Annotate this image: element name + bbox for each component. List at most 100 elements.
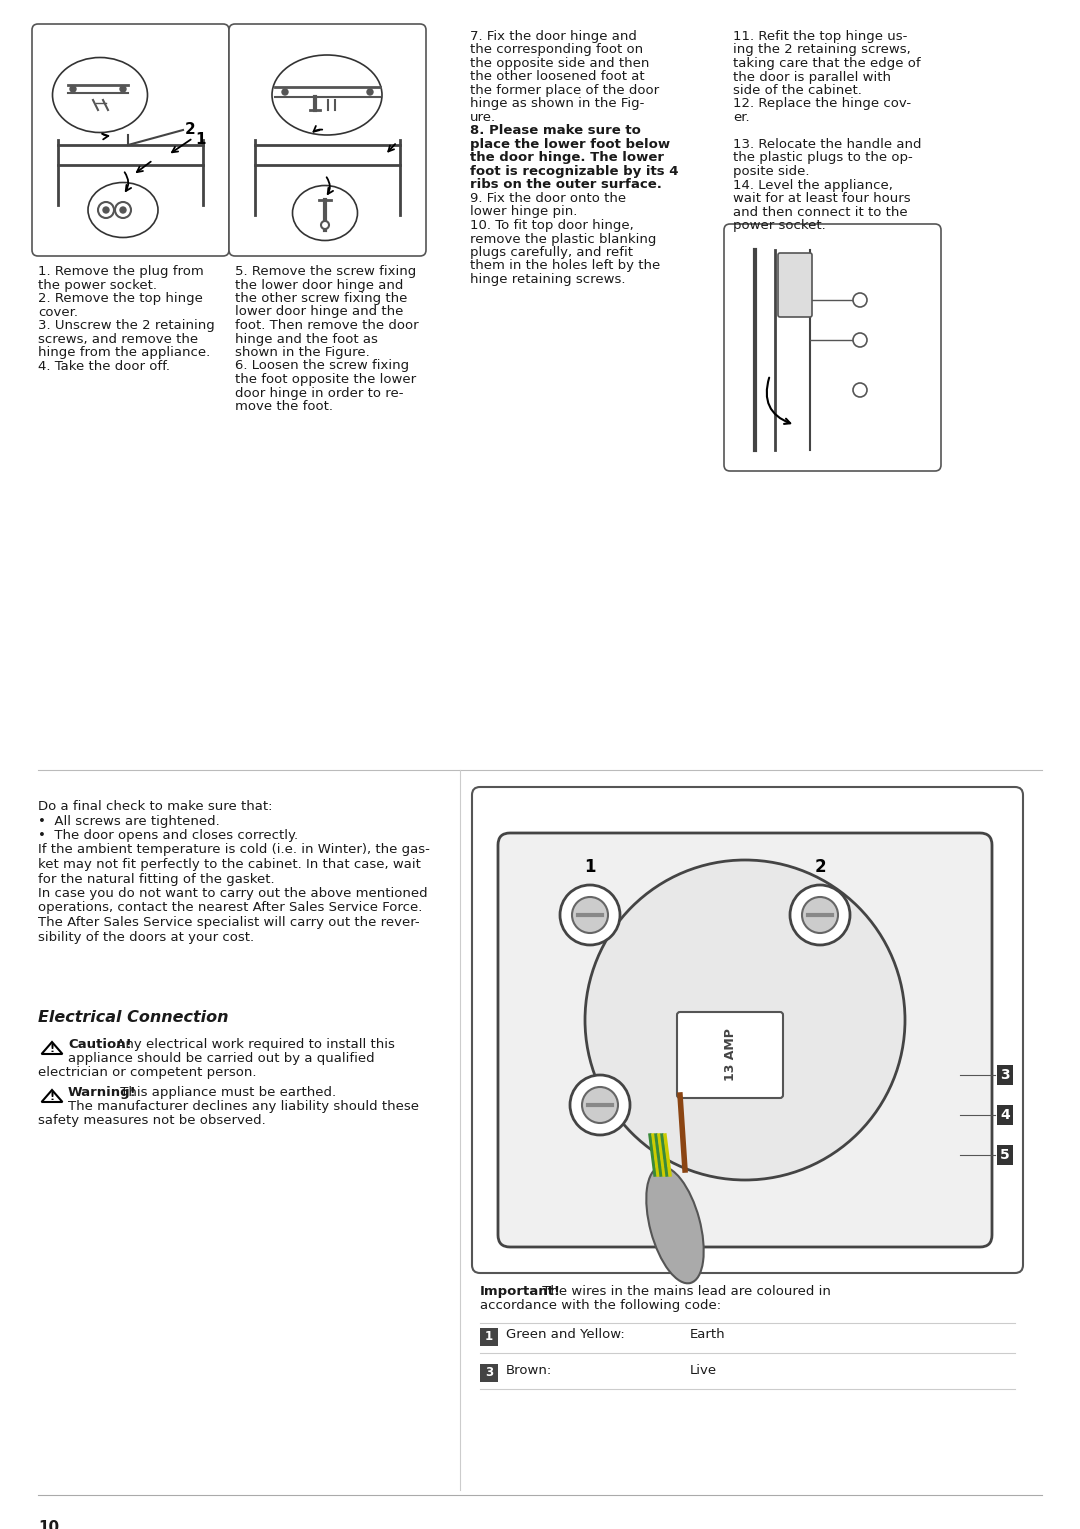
Text: the power socket.: the power socket. xyxy=(38,278,157,292)
FancyBboxPatch shape xyxy=(472,787,1023,1274)
Text: wait for at least four hours: wait for at least four hours xyxy=(733,193,910,205)
FancyBboxPatch shape xyxy=(480,1364,498,1382)
Text: !: ! xyxy=(50,1044,55,1053)
Text: the foot opposite the lower: the foot opposite the lower xyxy=(235,373,416,385)
Text: 6. Loosen the screw fixing: 6. Loosen the screw fixing xyxy=(235,359,409,373)
Text: lower door hinge and the: lower door hinge and the xyxy=(235,306,403,318)
Text: posite side.: posite side. xyxy=(733,165,810,177)
Text: move the foot.: move the foot. xyxy=(235,401,333,413)
Text: 5. Remove the screw fixing: 5. Remove the screw fixing xyxy=(235,265,416,278)
Text: foot is recognizable by its 4: foot is recognizable by its 4 xyxy=(470,165,678,177)
Circle shape xyxy=(70,86,76,92)
Text: •  All screws are tightened.: • All screws are tightened. xyxy=(38,815,219,827)
Text: place the lower foot below: place the lower foot below xyxy=(470,138,670,151)
Circle shape xyxy=(98,202,114,219)
Text: Do a final check to make sure that:: Do a final check to make sure that: xyxy=(38,800,272,813)
Text: accordance with the following code:: accordance with the following code: xyxy=(480,1300,721,1312)
Text: the door is parallel with: the door is parallel with xyxy=(733,70,891,84)
Text: 1: 1 xyxy=(584,858,596,876)
Text: The After Sales Service specialist will carry out the rever-: The After Sales Service specialist will … xyxy=(38,916,420,930)
Text: 7. Fix the door hinge and: 7. Fix the door hinge and xyxy=(470,31,637,43)
Text: Electrical Connection: Electrical Connection xyxy=(38,1011,229,1024)
Circle shape xyxy=(570,1075,630,1135)
Text: 2: 2 xyxy=(185,122,195,138)
Ellipse shape xyxy=(87,182,158,237)
Text: the door hinge. The lower: the door hinge. The lower xyxy=(470,151,664,165)
Text: screws, and remove the: screws, and remove the xyxy=(38,332,198,346)
Text: ket may not fit perfectly to the cabinet. In that case, wait: ket may not fit perfectly to the cabinet… xyxy=(38,858,421,872)
FancyBboxPatch shape xyxy=(229,24,426,255)
Circle shape xyxy=(114,202,131,219)
Text: Green and Yellow:: Green and Yellow: xyxy=(507,1329,624,1341)
Text: 9. Fix the door onto the: 9. Fix the door onto the xyxy=(470,193,626,205)
Text: the plastic plugs to the op-: the plastic plugs to the op- xyxy=(733,151,913,165)
Text: the other loosened foot at: the other loosened foot at xyxy=(470,70,645,84)
Text: 11. Refit the top hinge us-: 11. Refit the top hinge us- xyxy=(733,31,907,43)
Text: shown in the Figure.: shown in the Figure. xyxy=(235,346,369,359)
Ellipse shape xyxy=(293,185,357,240)
Circle shape xyxy=(103,206,109,213)
FancyBboxPatch shape xyxy=(724,225,941,471)
Circle shape xyxy=(561,885,620,945)
Circle shape xyxy=(853,382,867,398)
Text: 2: 2 xyxy=(814,858,826,876)
Text: the lower door hinge and: the lower door hinge and xyxy=(235,278,403,292)
Text: 3. Unscrew the 2 retaining: 3. Unscrew the 2 retaining xyxy=(38,320,215,332)
Text: 10. To fit top door hinge,: 10. To fit top door hinge, xyxy=(470,219,634,232)
Text: •  The door opens and closes correctly.: • The door opens and closes correctly. xyxy=(38,829,298,842)
Text: !: ! xyxy=(50,1092,55,1101)
Text: Earth: Earth xyxy=(690,1329,726,1341)
Text: The wires in the mains lead are coloured in: The wires in the mains lead are coloured… xyxy=(538,1284,831,1298)
Text: foot. Then remove the door: foot. Then remove the door xyxy=(235,320,419,332)
Text: If the ambient temperature is cold (i.e. in Winter), the gas-: If the ambient temperature is cold (i.e.… xyxy=(38,844,430,856)
Text: the opposite side and then: the opposite side and then xyxy=(470,57,649,70)
Text: 5: 5 xyxy=(1000,1148,1010,1162)
Text: 1: 1 xyxy=(195,133,206,147)
Circle shape xyxy=(321,222,329,229)
FancyBboxPatch shape xyxy=(778,252,812,317)
Text: hinge retaining screws.: hinge retaining screws. xyxy=(470,274,625,286)
Text: remove the plastic blanking: remove the plastic blanking xyxy=(470,232,657,246)
Text: Live: Live xyxy=(690,1364,717,1378)
Circle shape xyxy=(853,333,867,347)
Text: side of the cabinet.: side of the cabinet. xyxy=(733,84,862,96)
Text: ribs on the outer surface.: ribs on the outer surface. xyxy=(470,179,662,191)
Text: electrician or competent person.: electrician or competent person. xyxy=(38,1066,257,1079)
Circle shape xyxy=(367,89,373,95)
Text: 4. Take the door off.: 4. Take the door off. xyxy=(38,359,170,373)
Text: 12. Replace the hinge cov-: 12. Replace the hinge cov- xyxy=(733,98,912,110)
Ellipse shape xyxy=(646,1167,704,1283)
Text: sibility of the doors at your cost.: sibility of the doors at your cost. xyxy=(38,931,254,943)
Text: plugs carefully, and refit: plugs carefully, and refit xyxy=(470,246,633,258)
Circle shape xyxy=(585,859,905,1180)
Text: the corresponding foot on: the corresponding foot on xyxy=(470,43,643,57)
Circle shape xyxy=(572,898,608,933)
Text: 10: 10 xyxy=(38,1520,59,1529)
Text: the former place of the door: the former place of the door xyxy=(470,84,659,96)
Text: 3: 3 xyxy=(485,1367,494,1379)
Text: lower hinge pin.: lower hinge pin. xyxy=(470,205,578,219)
Text: Warning!: Warning! xyxy=(68,1086,137,1099)
Text: power socket.: power socket. xyxy=(733,219,826,232)
Text: 1: 1 xyxy=(485,1330,494,1344)
Text: hinge as shown in the Fig-: hinge as shown in the Fig- xyxy=(470,98,645,110)
Text: Important!: Important! xyxy=(480,1284,561,1298)
Text: hinge and the foot as: hinge and the foot as xyxy=(235,332,378,346)
Text: Any electrical work required to install this: Any electrical work required to install … xyxy=(112,1038,395,1050)
Text: In case you do not want to carry out the above mentioned: In case you do not want to carry out the… xyxy=(38,887,428,901)
Text: er.: er. xyxy=(733,112,750,124)
Circle shape xyxy=(802,898,838,933)
Text: This appliance must be earthed.: This appliance must be earthed. xyxy=(116,1086,336,1099)
Ellipse shape xyxy=(272,55,382,135)
Text: ing the 2 retaining screws,: ing the 2 retaining screws, xyxy=(733,43,910,57)
Text: hinge from the appliance.: hinge from the appliance. xyxy=(38,346,211,359)
Text: and then connect it to the: and then connect it to the xyxy=(733,205,907,219)
Text: 3: 3 xyxy=(1000,1067,1010,1083)
Text: safety measures not be observed.: safety measures not be observed. xyxy=(38,1115,266,1127)
Text: The manufacturer declines any liability should these: The manufacturer declines any liability … xyxy=(68,1099,419,1113)
Text: Brown:: Brown: xyxy=(507,1364,552,1378)
Text: ure.: ure. xyxy=(470,112,496,124)
Text: them in the holes left by the: them in the holes left by the xyxy=(470,260,660,272)
Text: 13. Relocate the handle and: 13. Relocate the handle and xyxy=(733,138,921,151)
Text: the other screw fixing the: the other screw fixing the xyxy=(235,292,407,304)
